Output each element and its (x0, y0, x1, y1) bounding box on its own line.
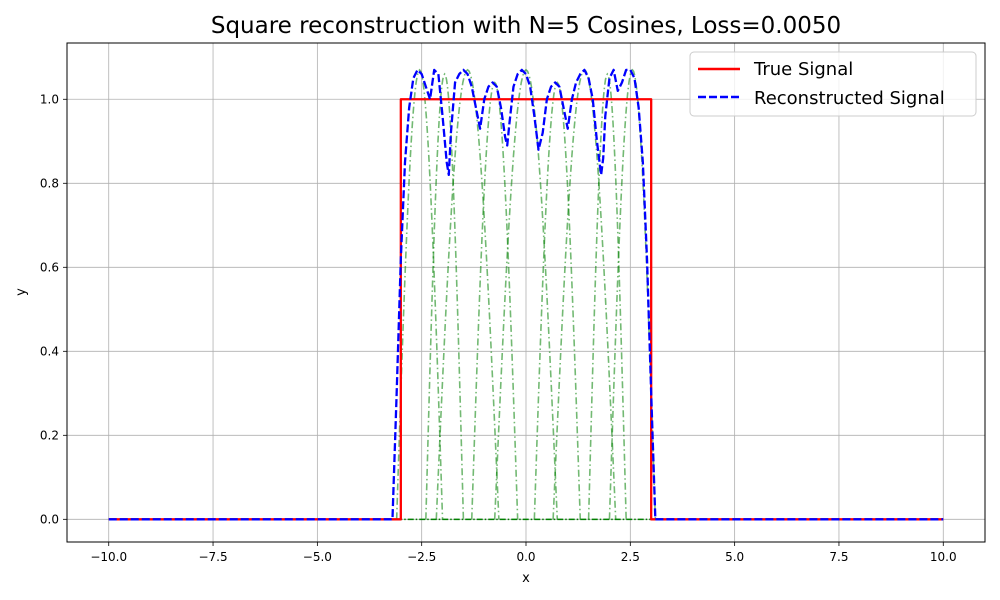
series-line-reconstructed-signal (108, 68, 944, 521)
y-axis-label: y (14, 288, 29, 296)
x-tick-label: −7.5 (198, 550, 227, 564)
x-tick-label: −5.0 (303, 550, 332, 564)
x-tick-label: 0.0 (516, 550, 535, 564)
legend-box (689, 51, 977, 117)
legend-label-true-signal: True Signal (753, 59, 853, 80)
component-cosine-line (425, 72, 465, 520)
component-cosine-line (435, 68, 500, 520)
legend-label-reconstructed-signal: Reconstructed Signal (754, 88, 945, 109)
x-tick-label: 10.0 (930, 550, 957, 564)
y-tick-label: 0.2 (40, 428, 59, 442)
component-cosine-line (470, 81, 519, 520)
legend: True Signal Reconstructed Signal (689, 51, 977, 117)
x-tick-label: 7.5 (829, 550, 848, 564)
y-tick-label: 0.6 (40, 260, 59, 274)
x-tick-label: 5.0 (725, 550, 744, 564)
component-cosine-line (533, 81, 582, 520)
x-tick-label: −10.0 (90, 550, 127, 564)
component-cosine-line (608, 68, 657, 520)
y-tick-label: 0.8 (40, 176, 59, 190)
component-cosine-line (587, 72, 627, 520)
component-cosine-line (493, 68, 559, 520)
series-lines (108, 68, 944, 521)
grid (67, 43, 985, 542)
component-cosine-line (552, 68, 617, 520)
component-cosines (108, 68, 944, 521)
x-tick-label: 2.5 (621, 550, 640, 564)
x-axis-ticks: −10.0 −7.5 −5.0 −2.5 0.0 2.5 5.0 7.5 10.0 (90, 542, 957, 564)
chart-title: Square reconstruction with N=5 Cosines, … (211, 13, 841, 39)
component-cosine-line (395, 68, 444, 520)
y-tick-label: 0.0 (40, 512, 59, 526)
x-axis-label: x (522, 571, 530, 586)
y-tick-label: 1.0 (40, 92, 59, 106)
y-axis-ticks: 0.0 0.2 0.4 0.6 0.8 1.0 (40, 92, 67, 526)
x-tick-label: −2.5 (407, 550, 436, 564)
y-tick-label: 0.4 (40, 344, 59, 358)
